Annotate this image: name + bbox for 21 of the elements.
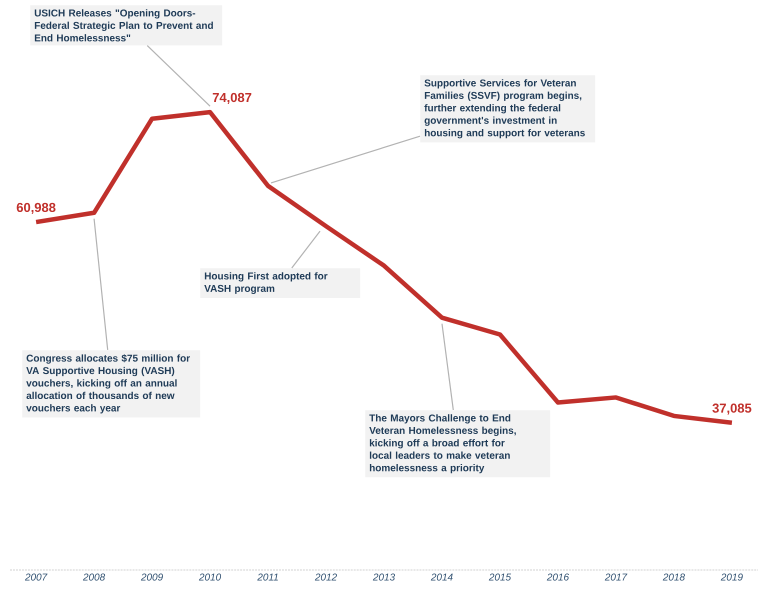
data-label: 37,085 <box>712 404 752 415</box>
data-label: 74,087 <box>212 92 252 104</box>
annotation: Supportive Services for Veteran Families (SSVF) program begins, further extending the federal government's investment in housing and support for veterans <box>424 79 585 138</box>
x-tick-label: 2008 <box>82 574 106 581</box>
x-tick-label: 2010 <box>198 574 222 581</box>
x-tick-label: 2013 <box>372 574 395 581</box>
x-tick-label: 2014 <box>430 574 453 581</box>
x-tick-label: 2017 <box>604 574 628 581</box>
annotation: The Mayors Challenge to End Veteran Homelessness begins, kicking off a broad effort for local leaders to make veteran homelessness a priority <box>369 414 516 474</box>
x-tick-label: 2012 <box>314 574 337 581</box>
x-tick-label: 2009 <box>140 574 163 581</box>
annotation: USICH Releases "Opening Doors-Federal Strategic Plan to Prevent and End Homelessness" <box>34 9 213 42</box>
x-tick-label: 2007 <box>24 574 48 581</box>
x-tick-label: 2019 <box>720 574 743 581</box>
annotation: Housing First adopted for VASH program <box>204 272 328 294</box>
annotation: Congress allocates $75 million for VA Supportive Housing (VASH) vouchers, kicking off an annual allocation of thousands of new vouchers each year <box>26 354 190 414</box>
x-tick-label: 2016 <box>546 574 570 581</box>
x-tick-label: 2015 <box>488 574 512 581</box>
x-tick-label: 2011 <box>257 574 278 581</box>
x-tick-label: 2018 <box>662 574 685 581</box>
data-label: 60,988 <box>16 202 56 214</box>
